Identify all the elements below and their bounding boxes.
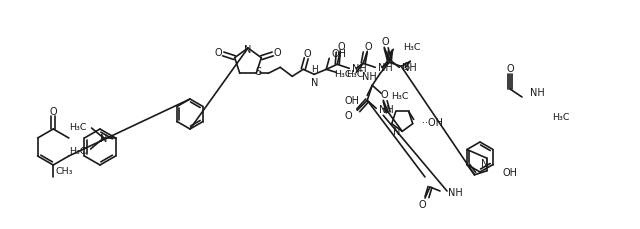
Text: H: H	[311, 65, 317, 74]
Text: N: N	[310, 78, 318, 88]
Text: OH: OH	[502, 167, 518, 177]
Text: H₃C: H₃C	[335, 70, 352, 79]
Text: H₃C: H₃C	[346, 70, 364, 79]
Text: H₃C: H₃C	[403, 43, 420, 52]
Text: NH: NH	[530, 88, 545, 98]
Text: S: S	[403, 62, 410, 72]
Text: O: O	[214, 48, 222, 58]
Text: S: S	[255, 67, 261, 77]
Text: CH₃: CH₃	[55, 166, 73, 175]
Text: NH: NH	[362, 72, 377, 82]
Text: OH: OH	[332, 49, 346, 59]
Text: NH: NH	[402, 63, 417, 73]
Text: N: N	[100, 134, 108, 143]
Text: NH: NH	[352, 64, 367, 74]
Text: NH: NH	[378, 63, 393, 73]
Text: NH: NH	[380, 105, 394, 115]
Text: O: O	[380, 90, 388, 100]
Text: O: O	[344, 111, 352, 121]
Text: OH: OH	[344, 96, 359, 106]
Text: O: O	[274, 48, 282, 58]
Text: N: N	[393, 127, 400, 137]
Text: O: O	[303, 49, 311, 59]
Text: NH: NH	[448, 187, 463, 197]
Text: H₃C: H₃C	[69, 146, 86, 155]
Text: O: O	[337, 42, 345, 52]
Text: ··OH: ··OH	[422, 118, 443, 128]
Text: H₃C: H₃C	[391, 91, 409, 100]
Text: O: O	[418, 199, 426, 209]
Text: N: N	[244, 45, 252, 55]
Text: O: O	[506, 64, 514, 74]
Text: H₃C: H₃C	[552, 113, 570, 122]
Text: N: N	[481, 158, 488, 168]
Text: O: O	[49, 106, 57, 117]
Text: O: O	[364, 42, 372, 52]
Text: O: O	[381, 37, 389, 47]
Text: H₃C: H₃C	[69, 123, 86, 132]
